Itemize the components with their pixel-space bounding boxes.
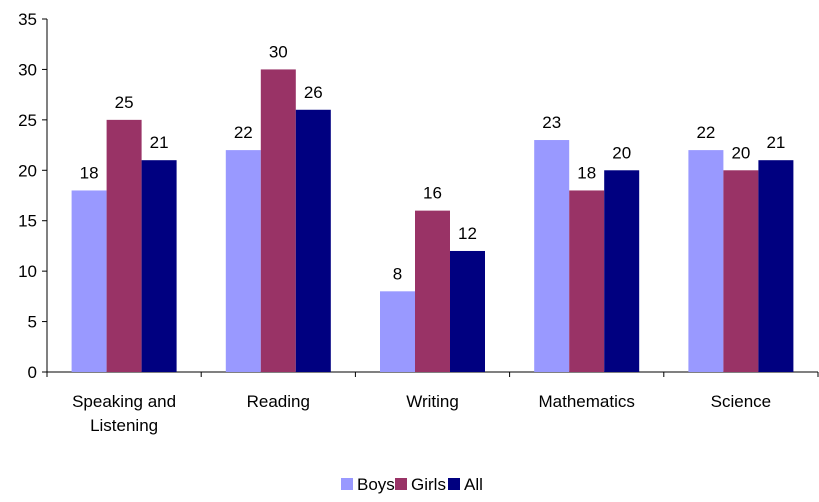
- bar-all-1: [295, 109, 331, 373]
- legend-item-all: All: [448, 475, 483, 494]
- bar-all-2: [450, 250, 485, 372]
- data-label: 21: [766, 133, 785, 152]
- legend-item-boys: Boys: [341, 475, 395, 494]
- bar-girls-1: [260, 69, 296, 372]
- bar-all-4: [758, 160, 794, 372]
- data-label: 8: [393, 264, 402, 283]
- y-tick-label: 35: [18, 10, 37, 29]
- data-label: 26: [304, 83, 323, 102]
- data-label: 20: [612, 143, 631, 162]
- y-tick-label: 0: [28, 363, 37, 382]
- legend-swatch: [395, 478, 407, 490]
- legend: Boys Girls All: [341, 475, 483, 494]
- bar-boys-0: [71, 190, 107, 372]
- x-category-label-line: Mathematics: [539, 392, 635, 411]
- bar-girls-3: [569, 190, 605, 372]
- x-category-label-line: Reading: [247, 392, 310, 411]
- data-labels: 18 25 21 22 30 26 8 16 12 23 18 20 22 20 21: [80, 42, 786, 283]
- x-category-label: Science: [711, 392, 771, 411]
- y-tick-label: 10: [18, 262, 37, 281]
- legend-item-girls: Girls: [395, 475, 446, 494]
- legend-label: All: [464, 475, 483, 494]
- x-category-label: Writing: [406, 392, 459, 411]
- x-category-label: Mathematics: [539, 392, 635, 411]
- data-label: 22: [696, 123, 715, 142]
- data-label: 12: [458, 224, 477, 243]
- data-label: 18: [80, 163, 99, 182]
- data-label: 22: [234, 123, 253, 142]
- data-label: 16: [423, 184, 442, 203]
- legend-swatch: [341, 478, 353, 490]
- bar-girls-0: [106, 119, 142, 372]
- bar-girls-4: [723, 170, 759, 372]
- x-category-label-line: Science: [711, 392, 771, 411]
- y-axis: 0 5 10 15 20 25 30 35: [18, 10, 48, 382]
- legend-label: Girls: [411, 475, 446, 494]
- x-category-label: Speaking and Listening: [72, 392, 176, 435]
- bar-boys-1: [225, 150, 261, 372]
- bar-girls-2: [415, 210, 450, 372]
- y-tick-label: 15: [18, 212, 37, 231]
- y-tick-label: 5: [28, 313, 37, 332]
- legend-label: Boys: [357, 475, 395, 494]
- bar-boys-3: [534, 140, 570, 372]
- x-category-label: Reading: [247, 392, 310, 411]
- x-axis: Speaking and Listening Reading Writing Mathe…: [46, 371, 819, 435]
- bar-boys-4: [688, 150, 724, 372]
- bar-all-3: [604, 170, 640, 372]
- legend-swatch: [448, 478, 460, 490]
- data-label: 23: [542, 113, 561, 132]
- bars: [71, 69, 794, 373]
- data-label: 21: [150, 133, 169, 152]
- x-category-label-line: Listening: [90, 416, 158, 435]
- y-tick-label: 30: [18, 60, 37, 79]
- data-label: 30: [269, 42, 288, 61]
- x-category-label-line: Writing: [406, 392, 459, 411]
- bar-all-0: [141, 160, 177, 372]
- data-label: 25: [115, 93, 134, 112]
- y-tick-label: 20: [18, 161, 37, 180]
- data-label: 20: [731, 143, 750, 162]
- bar-boys-2: [380, 291, 415, 372]
- data-label: 18: [577, 163, 596, 182]
- x-category-label-line: Speaking and: [72, 392, 176, 411]
- y-tick-label: 25: [18, 111, 37, 130]
